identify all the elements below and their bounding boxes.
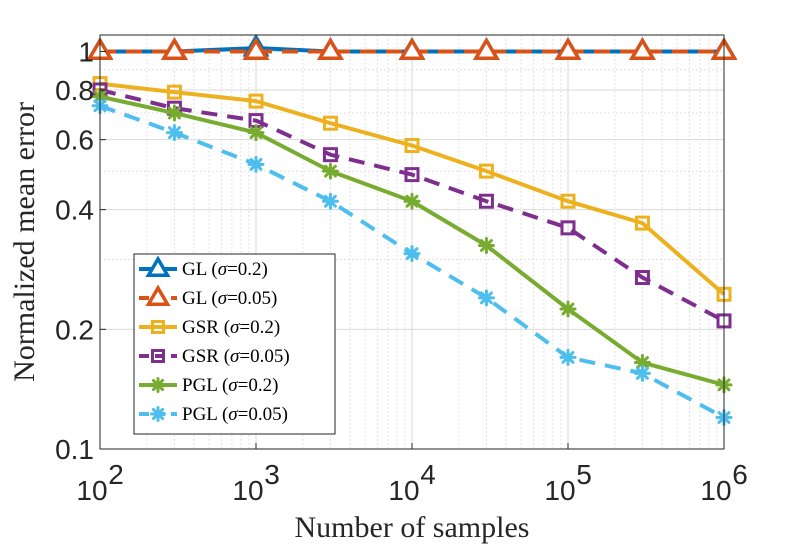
asterisk-marker (477, 289, 495, 307)
asterisk-marker (477, 237, 495, 255)
square-marker (322, 115, 338, 131)
x-tick-label: 10 (232, 475, 263, 506)
asterisk-marker (321, 162, 339, 180)
asterisk-stroke (561, 302, 575, 316)
asterisk-stroke (167, 126, 181, 140)
square-marker (151, 349, 165, 363)
legend-entry: GL (σ=0.05) (139, 284, 277, 309)
asterisk-marker (150, 406, 166, 422)
triangle-marker (160, 36, 188, 61)
asterisk-marker (150, 377, 166, 393)
series-line (99, 88, 725, 323)
legend-label: PGL (σ=0.2) (182, 375, 278, 396)
triangle-marker (554, 36, 582, 61)
legend-label: GL (σ=0.2) (182, 259, 268, 280)
triangle-marker (145, 255, 171, 277)
asterisk-stroke (167, 106, 181, 120)
y-tick-label: 0.2 (55, 314, 94, 345)
asterisk-marker (165, 124, 183, 142)
ticks (99, 50, 725, 450)
legend-entry: PGL (σ=0.05) (139, 404, 288, 425)
asterisk-marker (633, 364, 651, 382)
asterisk-stroke (561, 350, 575, 364)
asterisk-stroke (479, 239, 493, 252)
y-tick-label: 0.8 (55, 75, 94, 106)
x-tick-label: 10 (700, 475, 731, 506)
asterisk-marker (403, 245, 421, 263)
asterisk-marker (247, 155, 265, 173)
square-marker (634, 215, 650, 231)
series-gsr-sigma-0.2 (92, 76, 732, 302)
legend: GL (σ=0.2) GL (σ=0.05) GSR (σ=0.2) GSR (σ=0… (133, 253, 336, 435)
x-tick-exponent: 4 (420, 459, 436, 490)
legend-label: GSR (σ=0.2) (182, 317, 280, 338)
legend-label: PGL (σ=0.05) (182, 404, 288, 425)
y-axis-label: Normalized mean error (8, 102, 41, 382)
triangle-marker (472, 36, 500, 61)
triangle-marker (242, 36, 270, 61)
legend-entry: GSR (σ=0.05) (139, 346, 290, 367)
triangle-marker (398, 36, 426, 61)
asterisk-marker (559, 300, 577, 318)
asterisk-stroke (249, 126, 263, 140)
y-tick-label: 1 (78, 36, 94, 67)
asterisk-marker (321, 192, 339, 210)
triangle-marker (316, 36, 344, 61)
legend-entry: PGL (σ=0.2) (139, 375, 278, 396)
legend-box (133, 253, 336, 435)
asterisk-stroke (405, 194, 419, 208)
square-marker (560, 220, 576, 236)
asterisk-stroke (323, 194, 337, 208)
x-tick-exponent: 6 (732, 459, 748, 490)
square-marker (248, 93, 264, 109)
square-marker (166, 84, 182, 100)
square-marker (151, 320, 165, 334)
square-marker (560, 193, 576, 209)
legend-label: GL (σ=0.05) (182, 288, 277, 309)
square-marker (478, 163, 494, 179)
asterisk-stroke (249, 157, 263, 171)
x-axis-label: Number of samples (295, 511, 530, 544)
y-tick-label: 0.6 (55, 125, 94, 156)
asterisk-stroke (323, 164, 337, 178)
asterisk-marker (403, 192, 421, 210)
asterisk-stroke (479, 291, 493, 305)
triangle-marker (145, 284, 171, 306)
asterisk-marker (247, 124, 265, 142)
legend-entry: GL (σ=0.2) (139, 255, 268, 280)
square-marker (404, 138, 420, 154)
x-tick-exponent: 3 (264, 459, 280, 490)
square-marker (322, 147, 338, 163)
legend-label: GSR (σ=0.05) (182, 346, 290, 367)
asterisk-stroke (151, 407, 165, 421)
y-tick-label: 0.4 (55, 195, 94, 226)
y-tick-labels: 0.1 0.2 0.4 0.6 0.8 1 (55, 36, 94, 465)
triangle-marker (628, 36, 656, 61)
x-tick-label: 10 (388, 475, 419, 506)
asterisk-stroke (151, 378, 165, 392)
y-tick-label: 0.1 (55, 434, 94, 465)
x-tick-exponent: 5 (576, 459, 592, 490)
x-tick-label: 10 (544, 475, 575, 506)
square-marker (634, 270, 650, 286)
legend-entry: GSR (σ=0.2) (139, 317, 280, 338)
asterisk-stroke (405, 247, 419, 261)
asterisk-stroke (635, 366, 649, 380)
asterisk-stroke (635, 356, 649, 369)
asterisk-marker (559, 348, 577, 366)
square-marker (478, 193, 494, 209)
asterisk-marker (165, 104, 183, 122)
x-tick-label: 10 (76, 475, 107, 506)
series-line (99, 81, 726, 296)
square-marker (404, 167, 420, 183)
x-tick-exponent: 2 (108, 459, 124, 490)
